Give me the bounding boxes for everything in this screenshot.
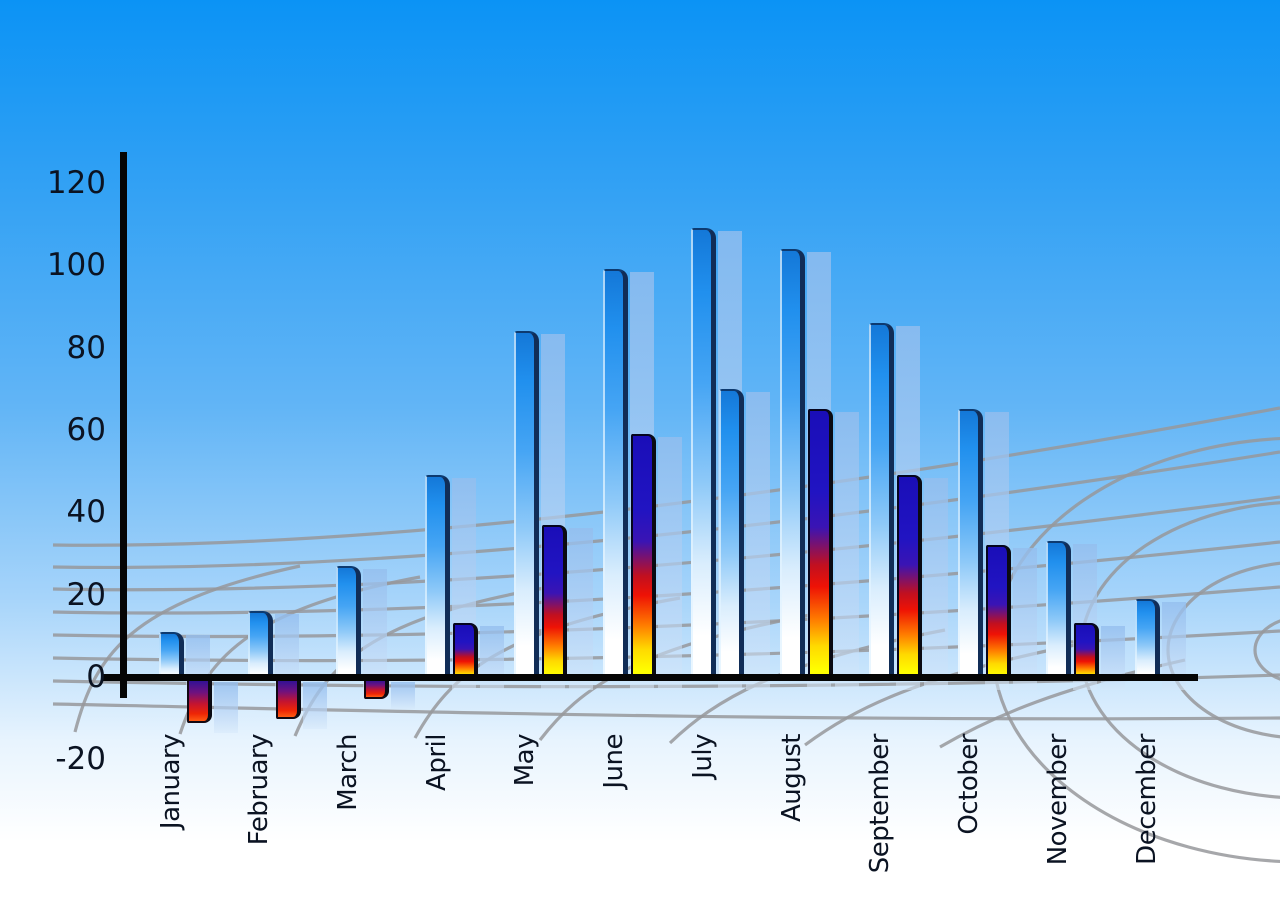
x-axis-line [101,674,1198,681]
x-label-january: January [155,734,186,830]
y-tick-100: 100 [46,247,106,284]
shadow-february-secondary [302,682,327,730]
shadow-june-secondary [657,437,682,690]
bar-november-primary [1046,541,1072,681]
bar-april-primary [425,475,451,681]
shadow-march-secondary [391,682,416,709]
x-label-april: April [421,734,452,791]
x-label-march: March [332,734,363,811]
bar-february-primary [247,611,273,681]
shadow-july-secondary [746,391,771,690]
bar-october-primary [957,409,983,681]
y-tick-0: 0 [86,659,106,695]
bar-july-secondary [719,388,745,681]
y-tick-60: 60 [66,411,106,448]
y-axis-line [120,152,127,698]
bar-june-primary [602,269,628,681]
y-tick-120: 120 [46,164,106,201]
shadow-march-primary [363,568,388,690]
bar-august-secondary [808,409,834,681]
x-label-may: May [510,734,541,787]
bar-august-primary [780,248,806,681]
shadow-august-secondary [835,412,860,690]
shadow-october-secondary [1012,548,1037,690]
bar-march-primary [336,565,362,681]
x-label-february: February [244,734,275,846]
y-tick--20: -20 [55,741,106,778]
bar-july-primary [691,228,717,681]
bar-january-primary [159,631,184,681]
y-tick-40: 40 [66,494,106,531]
bar-november-secondary [1074,623,1100,681]
bar-march-secondary [364,678,390,699]
bar-september-primary [868,322,894,681]
bar-january-secondary [187,678,212,724]
bar-may-primary [513,331,539,681]
x-label-september: September [865,734,896,874]
shadow-september-secondary [923,478,948,690]
shadow-may-secondary [568,527,593,690]
bar-may-secondary [541,524,567,681]
y-tick-20: 20 [66,576,106,613]
x-label-june: June [599,734,630,789]
bar-december-primary [1135,598,1161,681]
shadow-january-secondary [214,682,238,734]
x-label-july: July [687,734,718,779]
bar-april-secondary [453,623,479,681]
x-label-august: August [776,734,807,822]
bar-october-secondary [985,545,1011,681]
bar-february-secondary [275,678,301,720]
bar-june-secondary [630,434,656,681]
x-label-november: November [1042,734,1073,866]
x-label-october: October [954,734,985,835]
x-label-december: December [1131,734,1162,865]
bar-september-secondary [896,475,922,681]
y-tick-80: 80 [66,329,106,366]
